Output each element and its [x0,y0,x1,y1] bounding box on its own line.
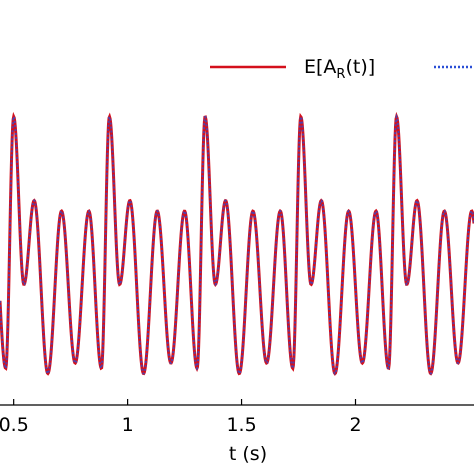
series-layer [0,111,474,376]
x-tick-label: 1 [122,414,134,436]
legend-label-base: E[A [304,56,336,78]
legend-label-series-1: E[AR(t)] [304,56,375,82]
x-ticks: 0.5 1 1.5 2 [0,399,362,436]
x-tick-label: 2 [349,414,361,436]
series-line-1 [0,111,474,376]
x-tick-label: 1.5 [226,414,256,436]
legend-label-subscript: R [336,67,345,82]
legend: E[AR(t)] [210,56,474,82]
legend-label-tail: (t)] [345,56,375,78]
x-tick-label: 0.5 [0,414,29,436]
x-axis-title: t (s) [229,443,267,465]
